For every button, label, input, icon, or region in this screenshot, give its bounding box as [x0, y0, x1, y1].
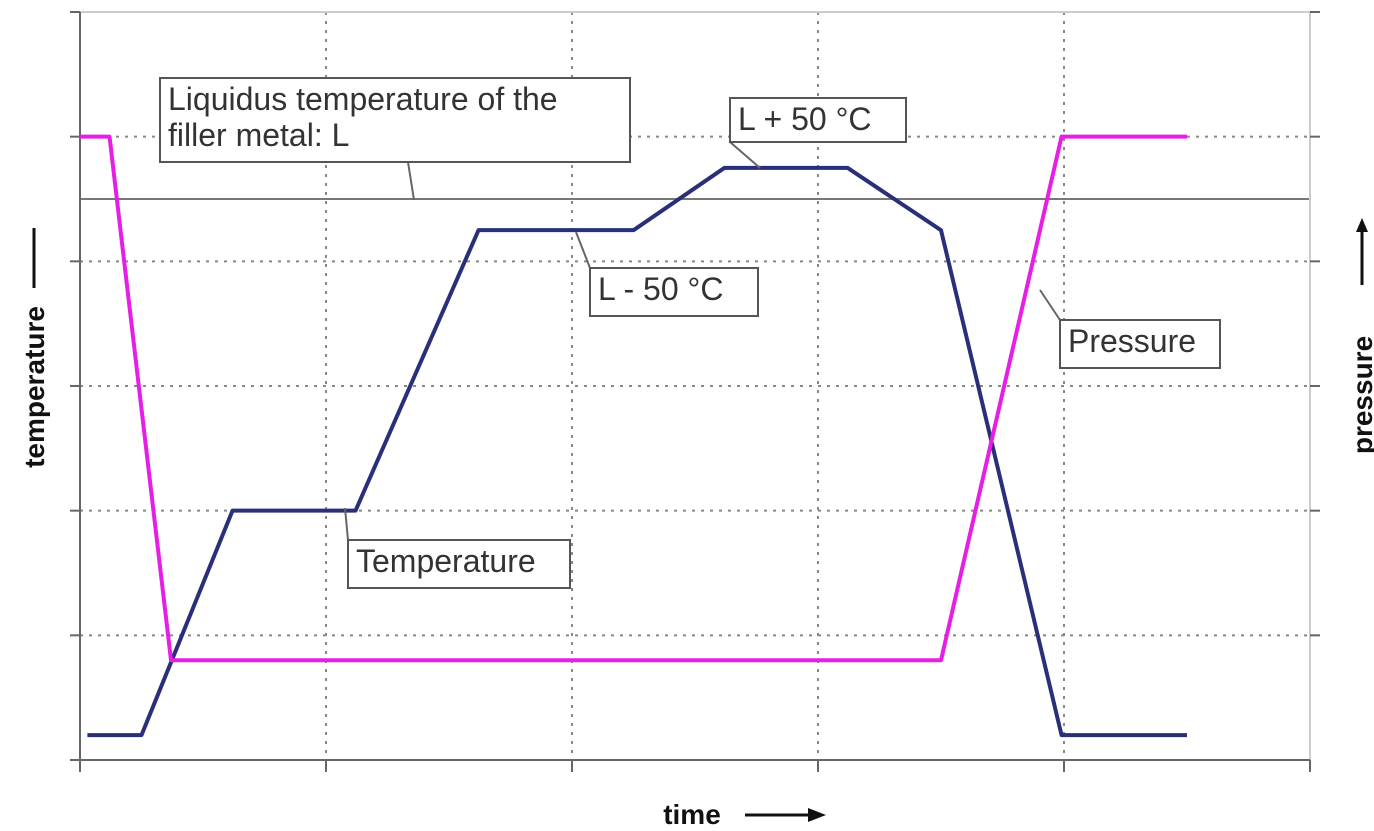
annotation-label: Liquidus temperature of the — [168, 81, 558, 117]
x-axis-title-group: time — [663, 799, 826, 830]
annotation-label: Temperature — [356, 543, 536, 579]
x-axis-title: time — [663, 799, 721, 830]
y-axis-title-group: temperature — [19, 228, 50, 468]
annotation-box — [159, 77, 631, 163]
y2-axis-arrowhead — [1356, 218, 1368, 232]
x-axis-arrowhead — [808, 808, 826, 822]
annotation-label: L - 50 °C — [598, 271, 723, 307]
annotation-leader-line — [1039, 289, 1061, 321]
temperature-series-line — [87, 165, 1187, 738]
y2-axis-title-group: pressure — [1347, 218, 1374, 454]
pressure-series-line — [80, 134, 1187, 663]
annotation-box — [589, 267, 759, 317]
annotation-label: L + 50 °C — [738, 101, 871, 137]
annotation-leader-line — [575, 231, 591, 269]
y2-axis-title: pressure — [1347, 336, 1374, 454]
y-axis-title: temperature — [19, 306, 50, 468]
annotation-box — [729, 97, 907, 143]
annotation-leader-line — [344, 507, 349, 541]
annotation-box — [1059, 319, 1221, 369]
series-lines — [80, 134, 1187, 738]
annotation-box — [347, 539, 571, 589]
annotation-label: filler metal: L — [168, 117, 349, 153]
annotation-leader-line — [407, 161, 415, 201]
annotation-label: Pressure — [1068, 323, 1196, 359]
annotation-leader-line — [729, 141, 761, 169]
